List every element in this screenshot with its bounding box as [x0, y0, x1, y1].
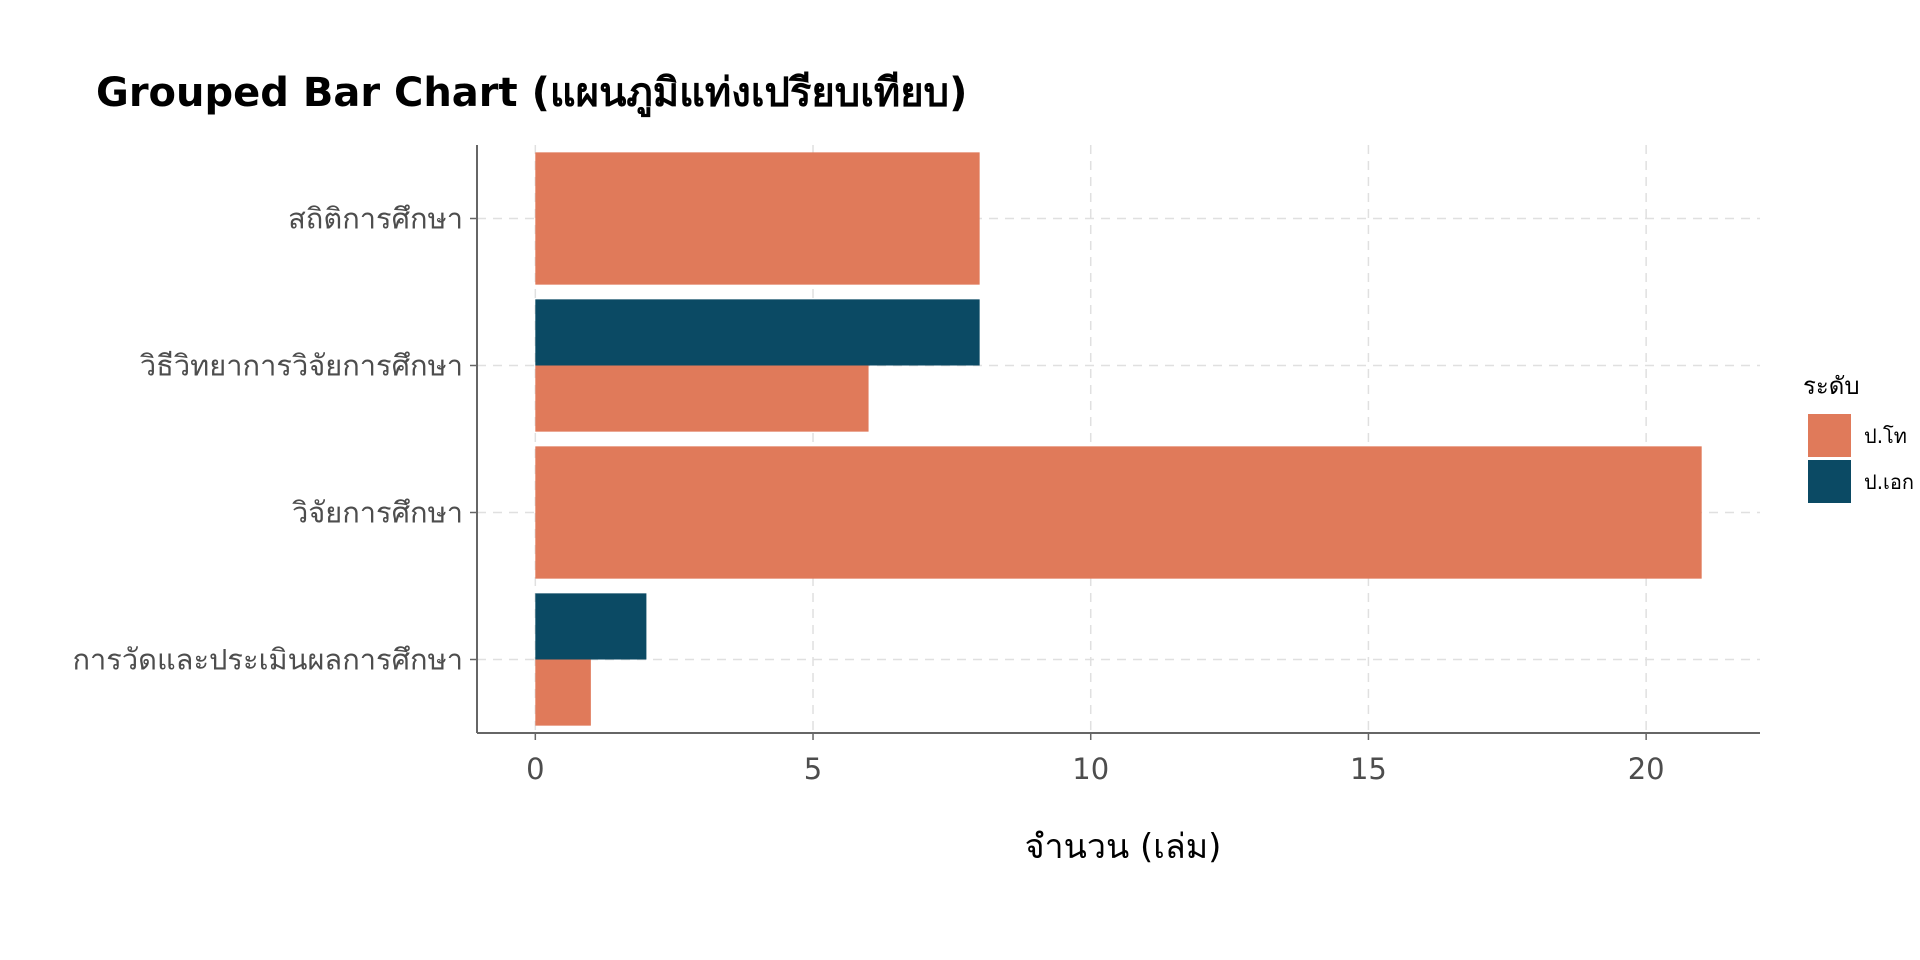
bar-masters — [535, 152, 980, 285]
bar-masters — [535, 365, 869, 432]
legend: ระดับ ป.โทป.เอก — [1803, 372, 1914, 503]
y-tick-label: วิจัยการศึกษา — [292, 496, 463, 530]
x-tick-label: 0 — [526, 752, 544, 786]
x-ticks: 0 5 10 15 20 — [526, 733, 1665, 786]
x-tick-label: 5 — [804, 752, 822, 786]
x-axis-label: จำนวน (เล่ม) — [1025, 827, 1222, 867]
x-tick-label: 15 — [1350, 752, 1387, 786]
bars-group — [535, 152, 1702, 726]
y-tick-label: การวัดและประเมินผลการศึกษา — [72, 643, 463, 677]
y-tick-label: วิธีวิทยาการวิจัยการศึกษา — [140, 349, 463, 383]
y-ticks: สถิติการศึกษาวิธีวิทยาการวิจัยการศึกษาวิ… — [72, 202, 477, 677]
bar-masters — [535, 659, 591, 726]
bar-masters — [535, 446, 1702, 579]
x-tick-label: 10 — [1072, 752, 1109, 786]
chart-title: Grouped Bar Chart (แผนภูมิแท่งเปรียบเทีย… — [96, 70, 967, 117]
legend-swatch — [1808, 460, 1851, 503]
legend-swatch — [1808, 414, 1851, 457]
bar-phd — [535, 299, 980, 366]
y-tick-label: สถิติการศึกษา — [288, 202, 463, 236]
legend-title: ระดับ — [1803, 372, 1860, 400]
legend-label: ป.โท — [1864, 424, 1907, 448]
bar-phd — [535, 593, 647, 660]
legend-label: ป.เอก — [1864, 470, 1914, 494]
x-tick-label: 20 — [1628, 752, 1665, 786]
